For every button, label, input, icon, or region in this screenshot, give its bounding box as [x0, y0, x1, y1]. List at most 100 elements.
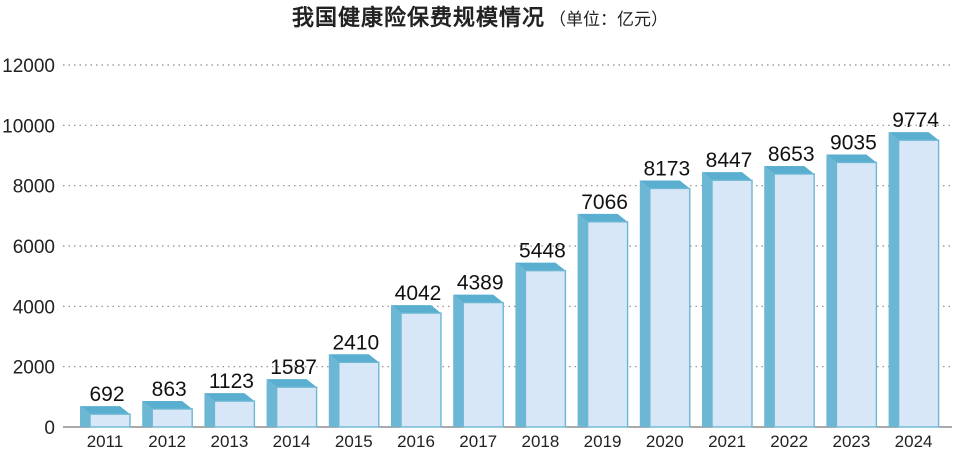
bar-front	[897, 139, 940, 428]
bar-front	[835, 161, 878, 428]
bar-top	[888, 132, 939, 141]
bar-side	[577, 213, 588, 427]
data-label: 2410	[332, 331, 379, 354]
y-axis-ticks: 0 2000 4000 6000 8000 10000 12000	[2, 56, 55, 439]
x-tick-label: 2018	[521, 432, 559, 451]
bar	[453, 294, 504, 428]
bar	[266, 379, 318, 428]
title-text: 我国健康险保费规模情况	[291, 6, 545, 31]
bar-front	[773, 173, 815, 428]
bar-side	[888, 132, 899, 427]
bar	[764, 165, 815, 428]
bar-top	[328, 354, 379, 363]
bar-front	[586, 221, 629, 428]
data-label: 9035	[830, 131, 877, 154]
bar-side	[515, 262, 526, 427]
y-tick-label: 0	[44, 418, 55, 439]
bar-top	[515, 262, 566, 271]
bar	[142, 400, 193, 428]
bar-side	[764, 165, 775, 427]
x-tick-label: 2024	[895, 432, 933, 451]
bar-front	[462, 301, 504, 428]
bar-side	[204, 393, 215, 427]
x-tick-label: 2021	[708, 432, 746, 451]
data-label: 8447	[706, 149, 753, 172]
x-tick-label: 2020	[646, 432, 684, 451]
bar	[639, 180, 691, 428]
bar-top	[764, 165, 815, 174]
data-label: 692	[89, 383, 124, 406]
x-tick-label: 2019	[584, 432, 622, 451]
bar-top	[639, 180, 690, 189]
bar-side	[80, 406, 90, 427]
y-tick-label: 12000	[2, 56, 55, 77]
bar-front	[711, 179, 753, 428]
bar-top	[391, 305, 441, 314]
y-tick-label: 2000	[13, 358, 55, 379]
data-label: 4042	[395, 282, 442, 305]
gridlines	[63, 64, 952, 428]
bar	[826, 154, 878, 428]
data-label: 1123	[209, 370, 254, 393]
bar-top	[702, 172, 752, 181]
y-tick-label: 4000	[13, 297, 55, 318]
y-tick-label: 8000	[13, 177, 55, 198]
data-label: 7066	[581, 191, 628, 214]
bars	[80, 132, 940, 428]
x-axis-ticks: 2011 2012 2013 2014 2015 2016 2017 2018 2019 2020…	[87, 432, 933, 451]
x-tick-label: 2023	[832, 432, 870, 451]
y-tick-label: 10000	[2, 116, 55, 137]
bar-side	[142, 400, 153, 427]
chart-title: 我国健康险保费规模情况 （单位：亿元）	[0, 0, 960, 40]
bar-front	[338, 361, 380, 428]
data-label: 5448	[519, 240, 566, 263]
x-tick-label: 2017	[459, 432, 497, 451]
data-label: 1587	[270, 356, 317, 379]
bar-top	[142, 400, 193, 409]
data-label: 8653	[768, 143, 815, 166]
x-tick-label: 2022	[770, 432, 808, 451]
data-label: 9774	[892, 109, 939, 132]
bar-front	[89, 413, 131, 428]
bar	[577, 213, 629, 428]
data-label: 863	[152, 378, 187, 401]
bar-front	[649, 187, 691, 428]
bar-front	[151, 408, 193, 428]
bar-front	[213, 400, 256, 428]
data-label: 4389	[457, 272, 504, 295]
bar-front	[400, 312, 442, 428]
bar-front	[524, 269, 567, 428]
bar	[80, 406, 131, 428]
bar	[702, 172, 753, 428]
bar-side	[639, 180, 650, 427]
value-labels: 692 863 1123 1587 2410 4042 4389 5448 7066 8173 84…	[89, 109, 939, 406]
x-tick-label: 2012	[148, 432, 186, 451]
bar-side	[702, 172, 712, 427]
x-tick-label: 2011	[87, 432, 124, 451]
bar-top	[204, 393, 255, 402]
bar-side	[826, 154, 837, 428]
y-tick-label: 6000	[13, 237, 55, 258]
bar	[204, 393, 256, 428]
x-tick-label: 2014	[273, 432, 311, 451]
bar-front	[275, 386, 318, 428]
subtitle-text: （单位：亿元）	[549, 10, 668, 30]
x-tick-label: 2015	[335, 432, 373, 451]
x-tick-label: 2016	[397, 432, 435, 451]
bar-top	[453, 294, 504, 303]
bar	[328, 354, 380, 428]
bar	[888, 132, 940, 428]
bar-top	[577, 213, 628, 222]
bar-top	[80, 406, 130, 415]
bar-side	[266, 379, 277, 427]
bar-top	[826, 154, 877, 163]
x-tick-label: 2013	[210, 432, 248, 451]
bar-top	[266, 379, 317, 388]
bar-side	[453, 294, 464, 427]
data-label: 8173	[643, 157, 690, 180]
bar-side	[391, 305, 401, 427]
bar	[515, 262, 567, 428]
bar	[391, 305, 442, 428]
bar-side	[328, 354, 339, 427]
